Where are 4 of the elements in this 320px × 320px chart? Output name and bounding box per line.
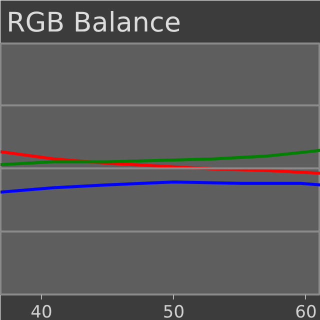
x-tick-label: 40 [30,302,52,320]
x-tick-label: 60 [295,302,317,320]
x-tick-label: 50 [162,302,185,320]
chart-title: RGB Balance [6,8,181,38]
